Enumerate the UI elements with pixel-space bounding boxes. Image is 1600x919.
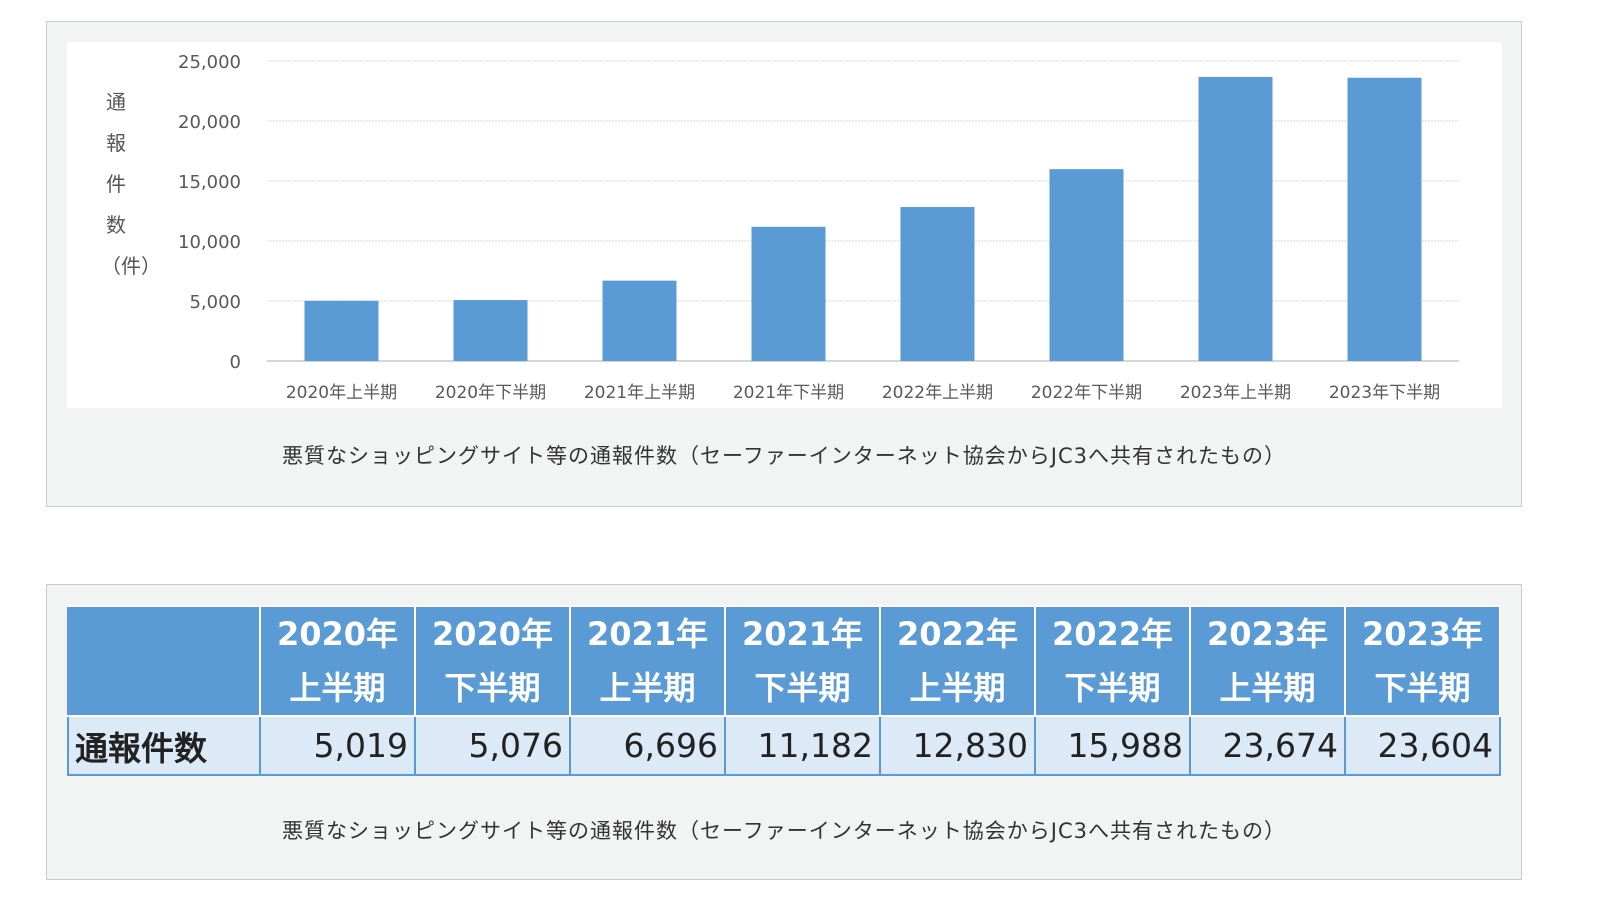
table-header-cell: 2023年 上半期 — [1189, 605, 1346, 717]
table-cell: 11,182 — [724, 716, 881, 776]
chart-area: 0 5,000 10,000 15,000 20,000 25,000 2020年上半期 20… — [67, 42, 1502, 408]
table-cell: 12,830 — [879, 716, 1036, 776]
y-tick-label: 10,000 — [178, 232, 241, 253]
x-tick-label: 2020年上半期 — [286, 383, 397, 403]
x-tick-label: 2021年下半期 — [733, 383, 844, 403]
table-header-cell: 2020年 下半期 — [414, 605, 571, 717]
x-tick-label: 2020年下半期 — [435, 383, 546, 403]
report-count-table: 2020年 上半期 2020年 下半期 2021年 上半期 2021年 下半期 2022… — [67, 605, 1501, 776]
x-tick-label: 2021年上半期 — [584, 383, 695, 403]
table-cell: 5,076 — [414, 716, 571, 776]
bar — [453, 300, 528, 361]
bar — [304, 300, 379, 361]
table-cell: 23,604 — [1344, 716, 1501, 776]
table-cell: 6,696 — [569, 716, 726, 776]
y-tick-label: 5,000 — [189, 292, 241, 313]
x-tick-label: 2023年上半期 — [1180, 383, 1291, 403]
x-tick-label: 2022年下半期 — [1031, 383, 1142, 403]
x-tick-label: 2023年下半期 — [1329, 383, 1440, 403]
table-header-cell: 2020年 上半期 — [259, 605, 416, 717]
bar — [751, 226, 826, 361]
table-cell: 23,674 — [1189, 716, 1346, 776]
table-header-blank — [67, 605, 261, 717]
bar — [602, 280, 677, 361]
chart-caption: 悪質なショッピングサイト等の通報件数（セーファーインターネット協会からJC3へ共… — [282, 444, 1286, 468]
y-axis-label: 通報件数（件） — [101, 90, 161, 278]
bar — [1049, 169, 1124, 361]
y-tick-label: 0 — [230, 352, 241, 373]
x-tick-label: 2022年上半期 — [882, 383, 993, 403]
table-header-cell: 2023年 下半期 — [1344, 605, 1501, 717]
y-tick-label: 20,000 — [178, 112, 241, 133]
bar — [1198, 76, 1273, 362]
y-tick-label: 25,000 — [178, 52, 241, 73]
table-header-cell: 2022年 上半期 — [879, 605, 1036, 717]
row-label: 通報件数 — [67, 716, 261, 776]
table-header-row: 2020年 上半期 2020年 下半期 2021年 上半期 2021年 下半期 2022… — [67, 605, 1501, 717]
table-header-cell: 2021年 上半期 — [569, 605, 726, 717]
y-tick-label: 15,000 — [178, 172, 241, 193]
table-header-cell: 2022年 下半期 — [1034, 605, 1191, 717]
table-cell: 15,988 — [1034, 716, 1191, 776]
bar — [1347, 77, 1422, 361]
bar-chart: 0 5,000 10,000 15,000 20,000 25,000 2020年上半期 20… — [178, 52, 1459, 403]
table-row: 通報件数 5,019 5,076 6,696 11,182 12,830 15,… — [67, 716, 1501, 776]
table-figure: 2020年 上半期 2020年 下半期 2021年 上半期 2021年 下半期 2022… — [46, 584, 1522, 880]
table-caption: 悪質なショッピングサイト等の通報件数（セーファーインターネット協会からJC3へ共… — [282, 819, 1286, 843]
table-header-cell: 2021年 下半期 — [724, 605, 881, 717]
chart-figure: 0 5,000 10,000 15,000 20,000 25,000 2020年上半期 20… — [46, 21, 1522, 507]
table-cell: 5,019 — [259, 716, 416, 776]
bar — [900, 207, 975, 361]
